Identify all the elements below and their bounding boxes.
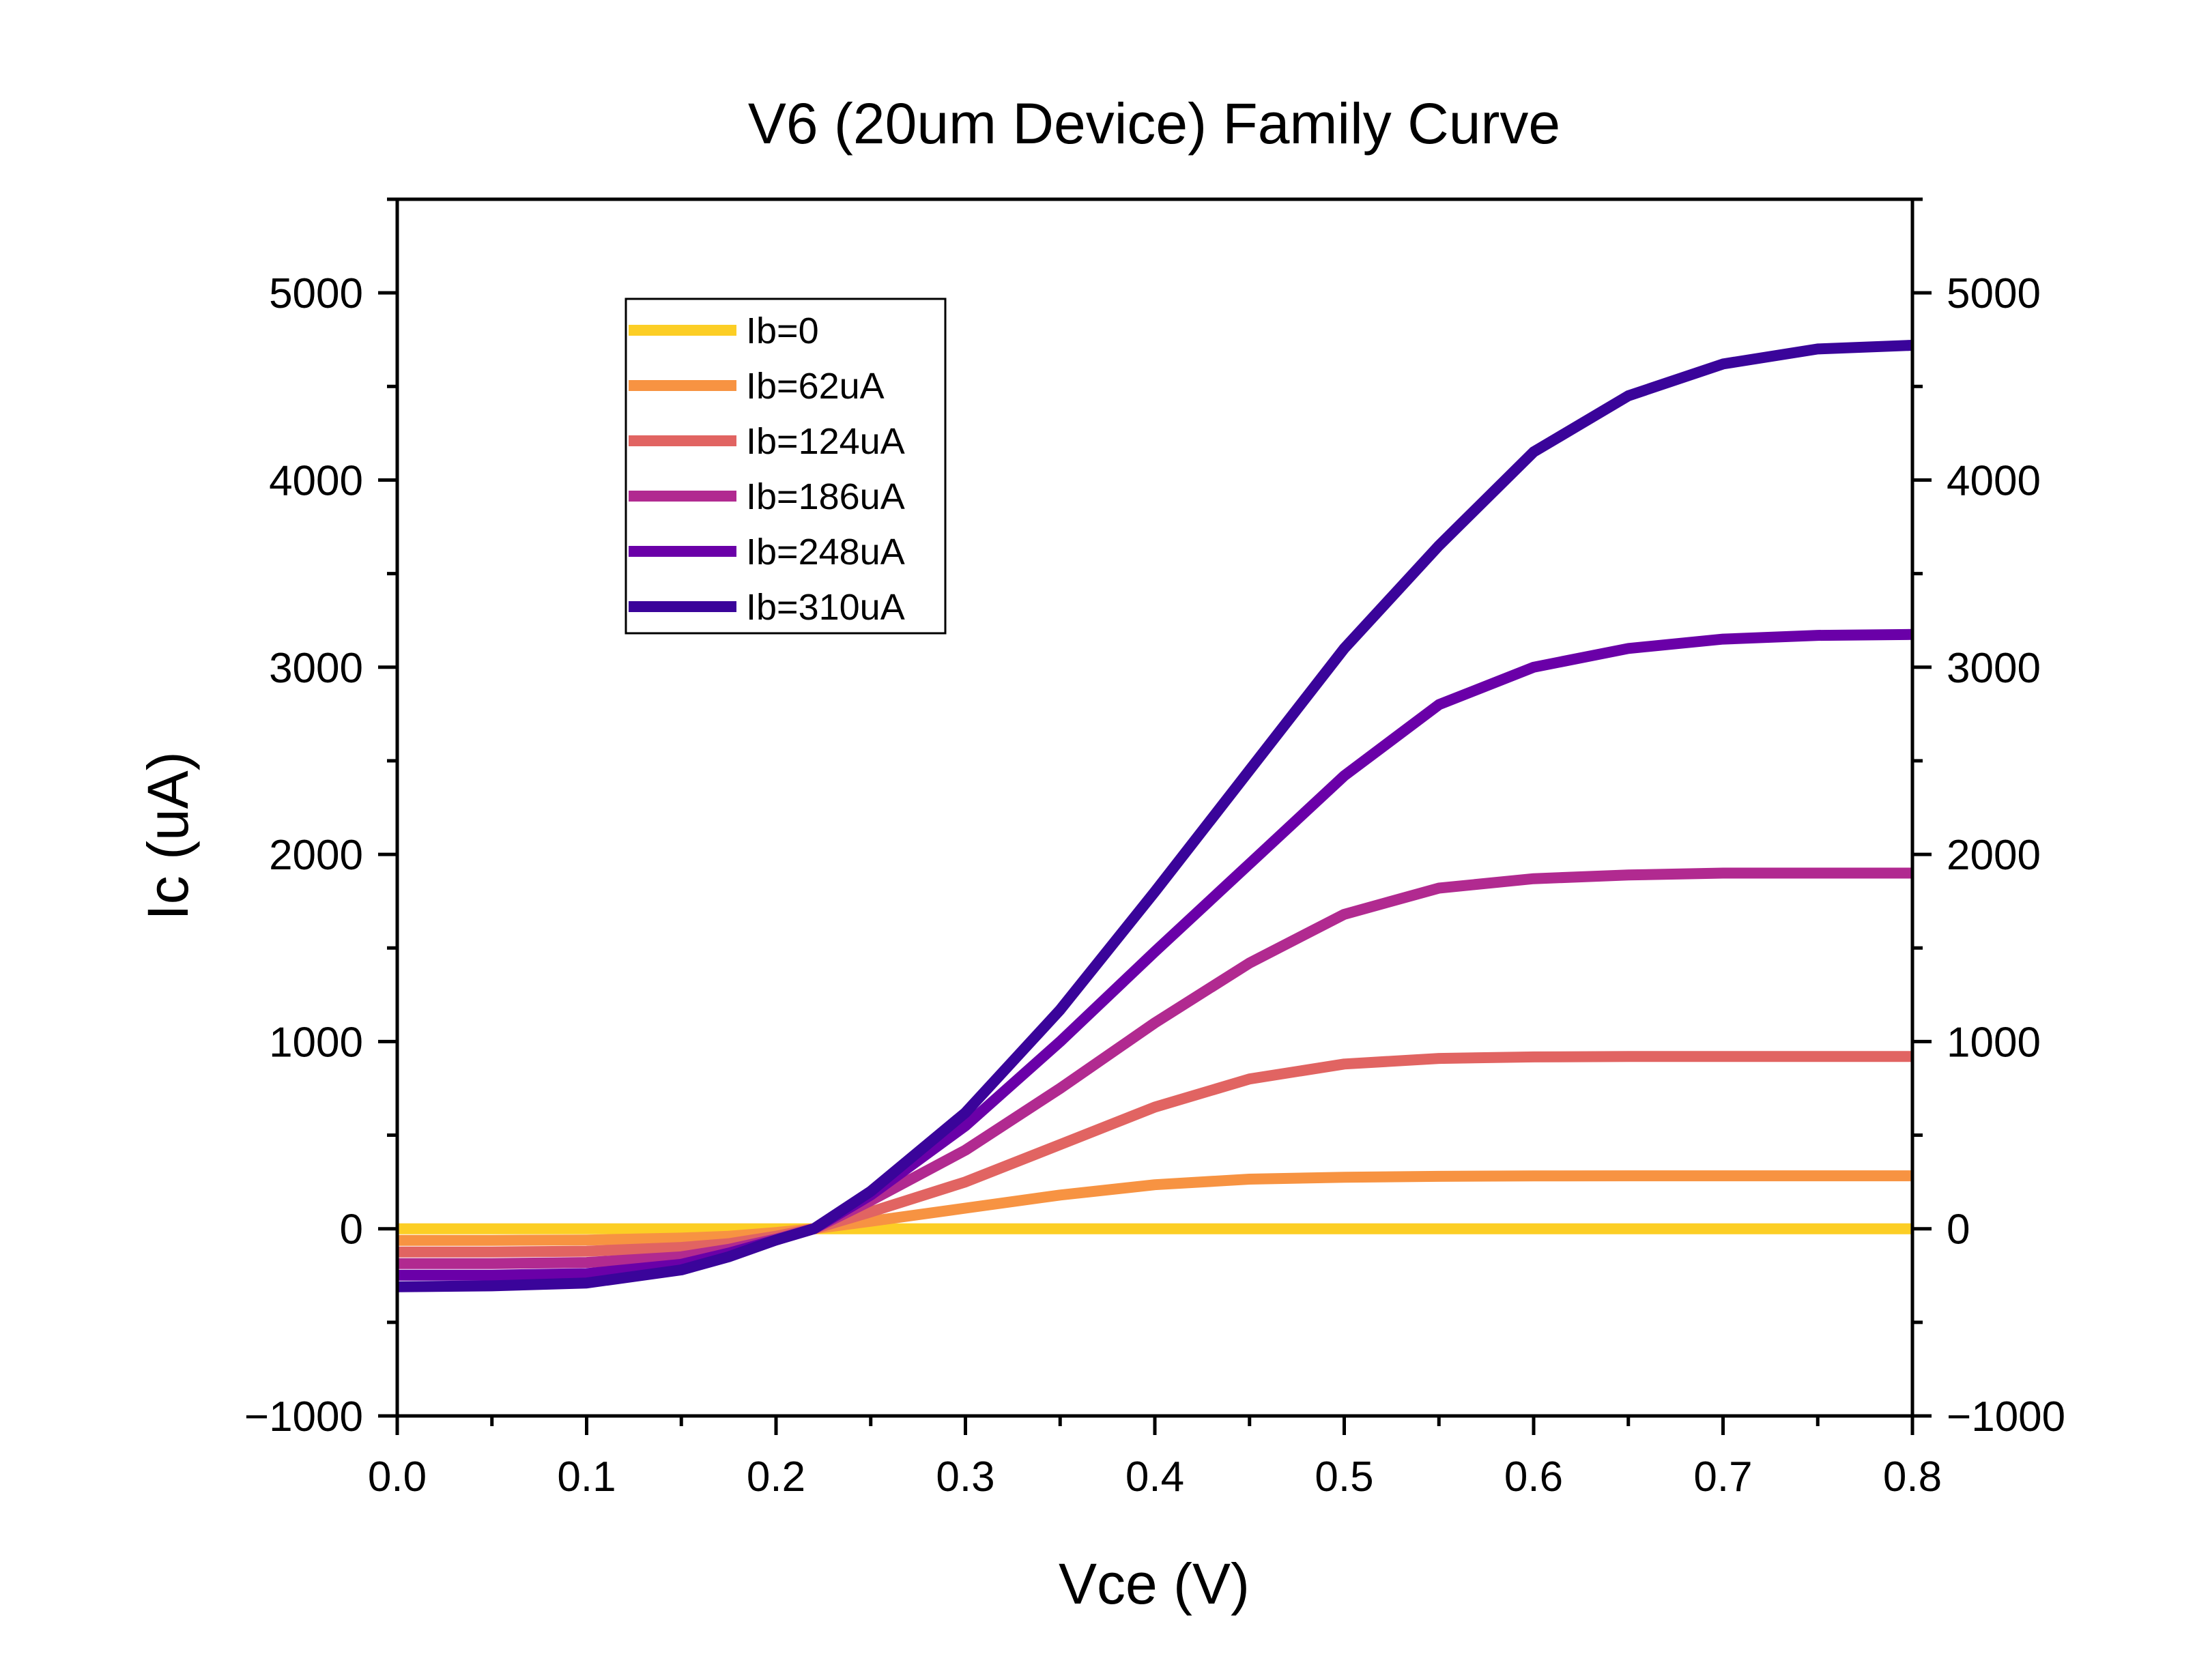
y-tick-label-left-5: 4000	[269, 457, 363, 504]
y-tick-label-left-2: 1000	[269, 1019, 363, 1066]
legend-box	[625, 298, 947, 635]
legend-label-1: Ib=62uA	[746, 366, 885, 407]
x-tick-label-3: 0.3	[936, 1453, 994, 1501]
y-tick-label-right-5: 4000	[1947, 457, 2041, 504]
legend-label-3: Ib=186uA	[746, 476, 905, 517]
x-tick-label-4: 0.4	[1125, 1453, 1184, 1501]
series-line-5	[397, 340, 1912, 1292]
y-tick-label-left-0: −1000	[244, 1393, 363, 1440]
y-tick-label-right-0: −1000	[1947, 1393, 2065, 1440]
y-tick-label-right-6: 5000	[1947, 270, 2041, 317]
y-tick-label-right-3: 2000	[1947, 832, 2041, 879]
y-tick-label-left-4: 3000	[269, 645, 363, 692]
x-tick-label-2: 0.2	[747, 1453, 805, 1501]
series-line-3	[397, 867, 1912, 1269]
legend-label-5: Ib=310uA	[746, 587, 905, 628]
x-tick-label-8: 0.8	[1883, 1453, 1942, 1501]
x-tick-label-0: 0.0	[368, 1453, 427, 1501]
series-line-1	[397, 1170, 1912, 1246]
y-tick-label-left-1: 0	[340, 1206, 363, 1254]
y-tick-label-left-6: 5000	[269, 270, 363, 317]
y-axis-label: Ic (uA)	[136, 751, 200, 920]
legend-label-4: Ib=248uA	[746, 532, 905, 573]
y-tick-label-left-3: 2000	[269, 832, 363, 879]
legend-label-0: Ib=0	[746, 310, 819, 351]
x-tick-label-7: 0.7	[1693, 1453, 1752, 1501]
legend-label-2: Ib=124uA	[746, 421, 905, 462]
x-axis-label: Vce (V)	[1059, 1552, 1250, 1616]
series-group	[397, 340, 1912, 1292]
chart-title: V6 (20um Device) Family Curve	[748, 91, 1560, 156]
y-tick-label-right-1: 0	[1947, 1206, 1970, 1254]
y-tick-label-right-4: 3000	[1947, 645, 2041, 692]
x-tick-label-1: 0.1	[557, 1453, 616, 1501]
series-line-2	[397, 1051, 1912, 1258]
y-tick-label-right-2: 1000	[1947, 1019, 2041, 1066]
plot-area	[397, 340, 1912, 1292]
x-tick-label-5: 0.5	[1315, 1453, 1373, 1501]
legend: Ib=0 Ib=62uA Ib=124uA Ib=186uA Ib=248uA Ib=31…	[625, 298, 947, 635]
x-tick-label-6: 0.6	[1504, 1453, 1563, 1501]
